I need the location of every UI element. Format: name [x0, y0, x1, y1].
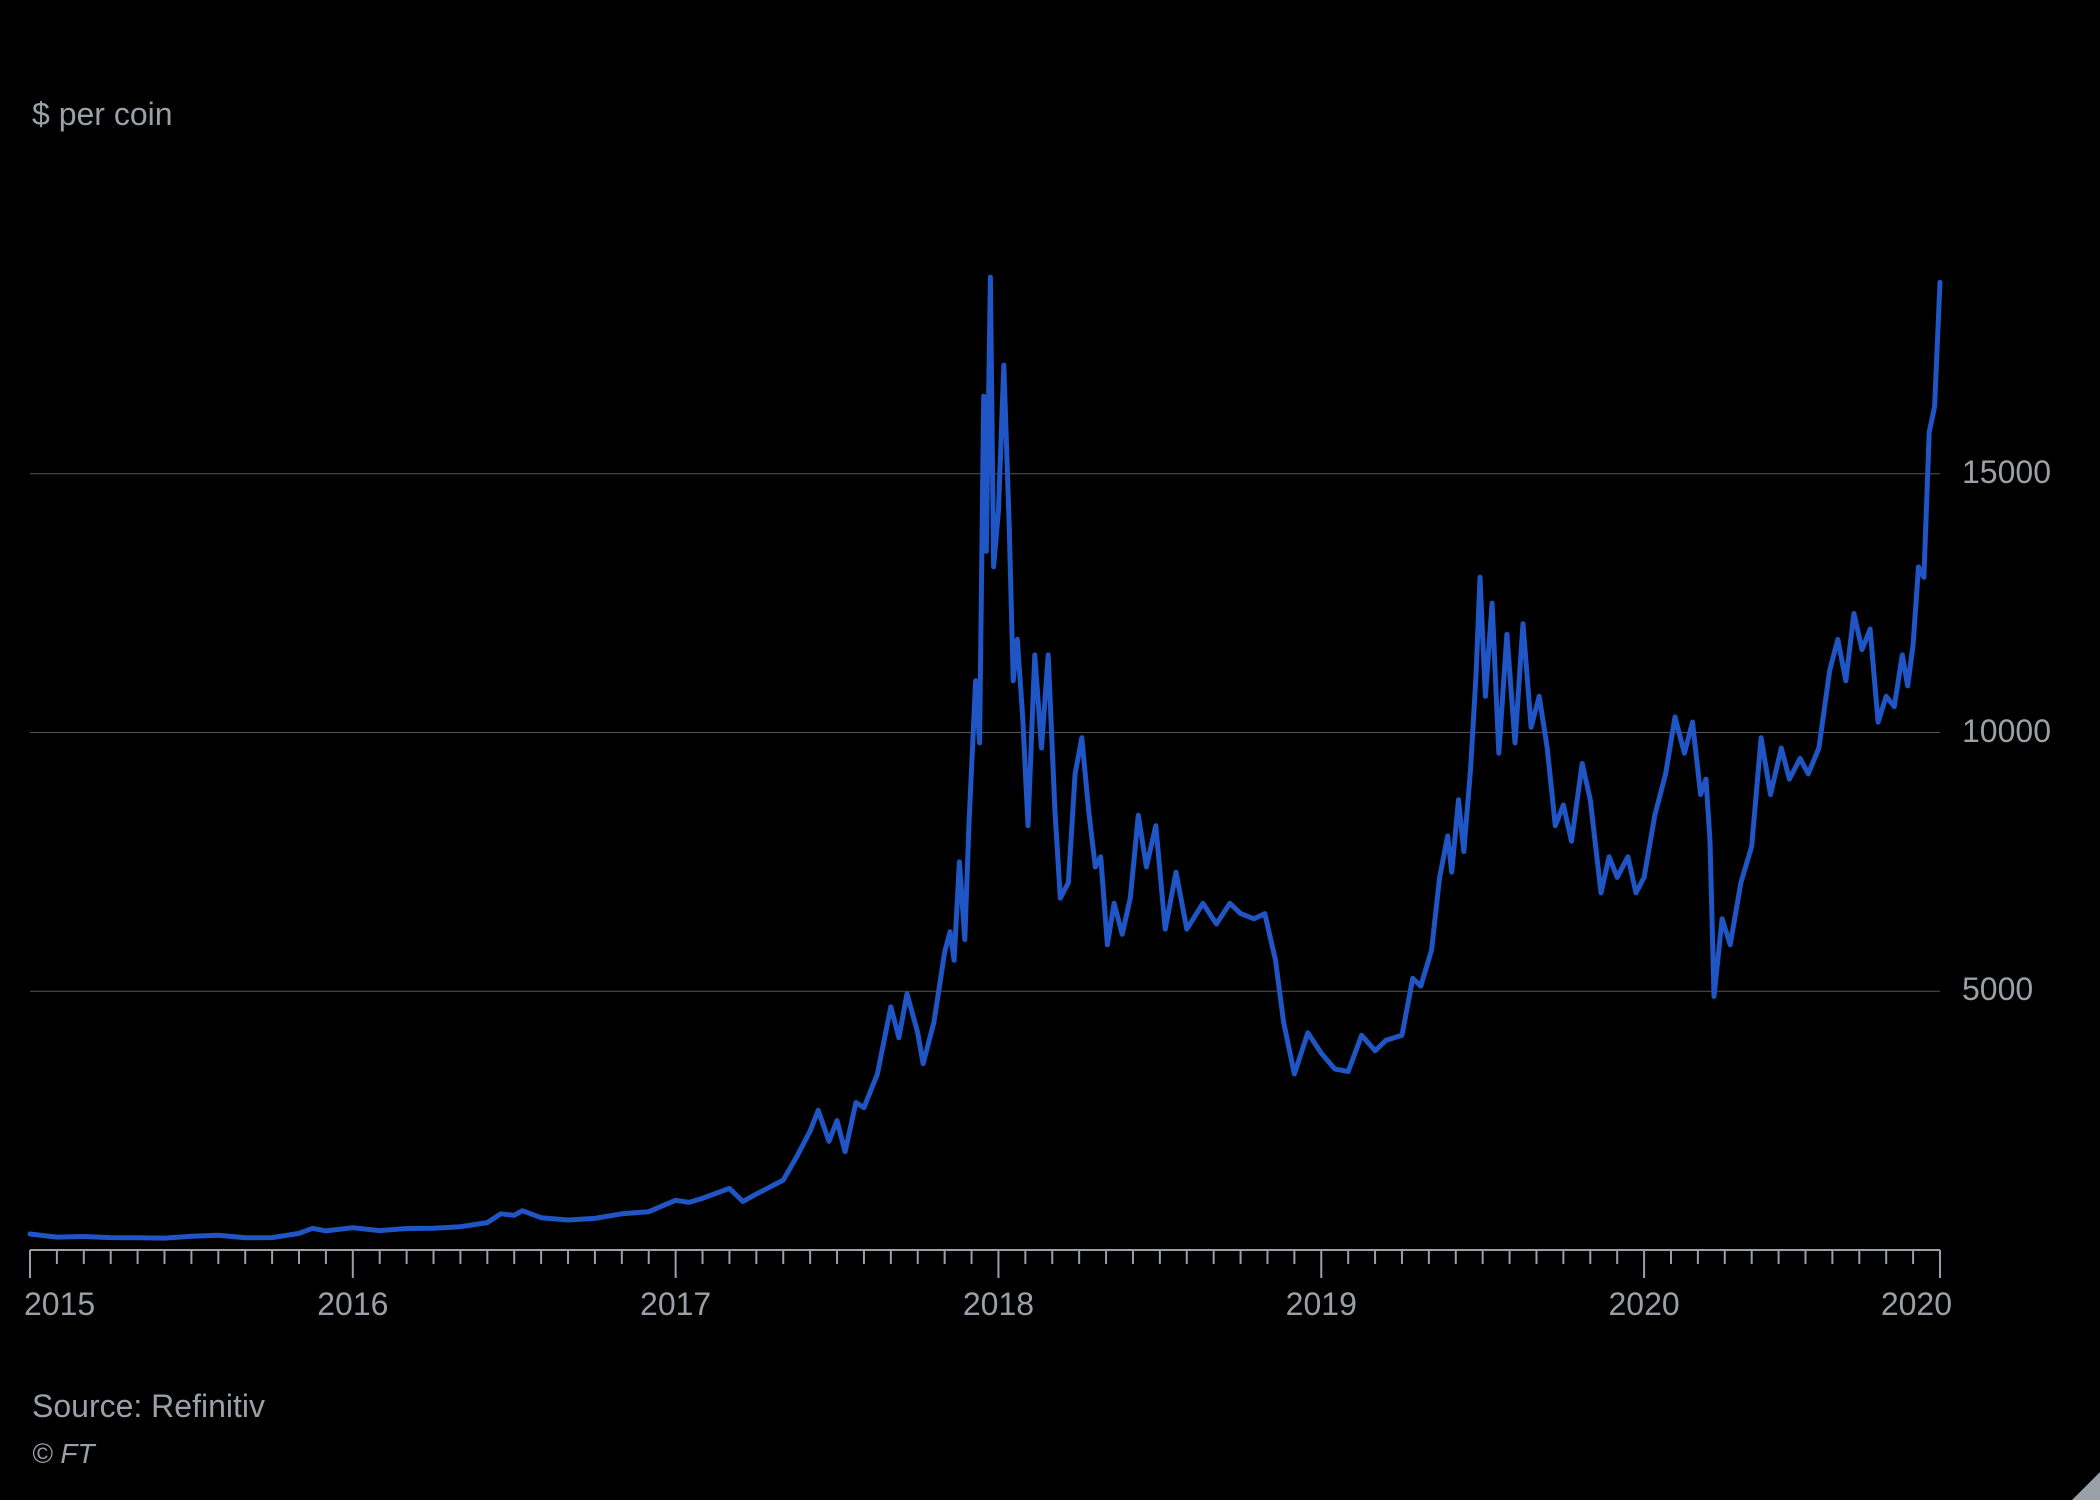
y-tick-label: 5000	[1962, 971, 2033, 1008]
x-tick-label: 2020	[1599, 1286, 1689, 1323]
x-tick-label: 2017	[631, 1286, 721, 1323]
price-chart: $ per coin 50001000015000 20152016201720…	[0, 0, 2100, 1500]
y-tick-label: 10000	[1962, 713, 2051, 750]
copyright-text: © FT	[32, 1438, 95, 1470]
y-tick-label: 15000	[1962, 454, 2051, 491]
x-tick-label: 2016	[308, 1286, 398, 1323]
x-tick-label: 2015	[24, 1286, 95, 1323]
chart-svg	[0, 0, 2100, 1500]
x-tick-label: 2018	[953, 1286, 1043, 1323]
x-tick-label: 2020	[1862, 1286, 1952, 1323]
source-text: Source: Refinitiv	[32, 1388, 265, 1425]
x-tick-label: 2019	[1276, 1286, 1366, 1323]
